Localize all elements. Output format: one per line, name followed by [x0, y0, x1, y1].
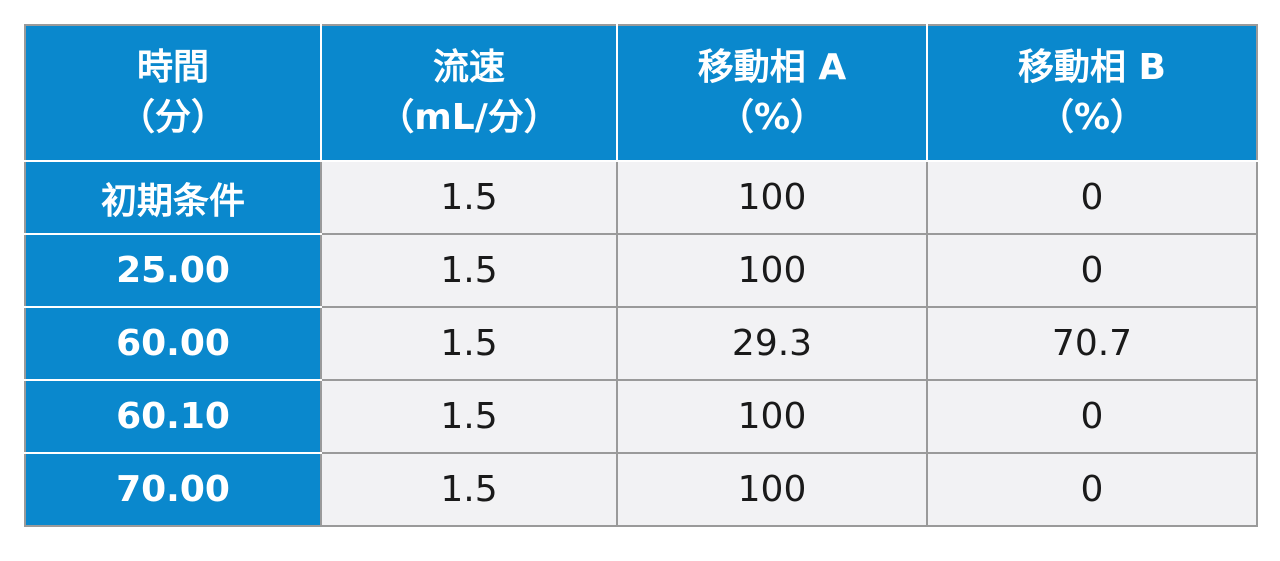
row-time-cell: 25.00	[24, 233, 322, 308]
header-mobile-phase-b-label: 移動相 B	[1018, 47, 1166, 88]
table-row: 60.00 1.5 29.3 70.7	[24, 306, 1258, 381]
row-flow-cell: 1.5	[320, 233, 618, 308]
row-b-cell: 0	[926, 452, 1258, 527]
header-mobile-phase-a: 移動相 A （%）	[616, 24, 928, 162]
table-row: 初期条件 1.5 100 0	[24, 160, 1258, 235]
row-time-cell: 初期条件	[24, 160, 322, 235]
table-row: 60.10 1.5 100 0	[24, 379, 1258, 454]
gradient-table: 時間 （分） 流速 （mL/分） 移動相 A （%） 移動相 B （%） 初期条…	[24, 24, 1258, 527]
row-a-cell: 100	[616, 233, 928, 308]
header-mobile-phase-a-label: 移動相 A	[697, 47, 847, 88]
header-mobile-phase-b-unit: （%）	[1037, 97, 1147, 138]
row-flow-cell: 1.5	[320, 160, 618, 235]
table-header: 時間 （分） 流速 （mL/分） 移動相 A （%） 移動相 B （%）	[24, 24, 1258, 162]
header-time-label: 時間	[136, 47, 209, 88]
header-time-unit: （分）	[118, 97, 227, 138]
row-time-cell: 60.00	[24, 306, 322, 381]
header-flow-label: 流速	[432, 47, 505, 88]
table-row: 25.00 1.5 100 0	[24, 233, 1258, 308]
row-b-cell: 0	[926, 233, 1258, 308]
row-b-cell: 70.7	[926, 306, 1258, 381]
row-b-cell: 0	[926, 379, 1258, 454]
row-time-cell: 70.00	[24, 452, 322, 527]
table-row: 70.00 1.5 100 0	[24, 452, 1258, 527]
row-a-cell: 29.3	[616, 306, 928, 381]
row-flow-cell: 1.5	[320, 379, 618, 454]
table-body: 初期条件 1.5 100 0 25.00 1.5 100 0 60.00 1.5…	[24, 160, 1258, 527]
header-flow-unit: （mL/分）	[378, 97, 560, 138]
row-a-cell: 100	[616, 160, 928, 235]
row-a-cell: 100	[616, 452, 928, 527]
row-time-cell: 60.10	[24, 379, 322, 454]
header-time: 時間 （分）	[24, 24, 322, 162]
row-b-cell: 0	[926, 160, 1258, 235]
header-flow: 流速 （mL/分）	[320, 24, 618, 162]
header-mobile-phase-b: 移動相 B （%）	[926, 24, 1258, 162]
header-mobile-phase-a-unit: （%）	[717, 97, 827, 138]
header-row: 時間 （分） 流速 （mL/分） 移動相 A （%） 移動相 B （%）	[24, 24, 1258, 162]
row-flow-cell: 1.5	[320, 452, 618, 527]
row-flow-cell: 1.5	[320, 306, 618, 381]
row-a-cell: 100	[616, 379, 928, 454]
